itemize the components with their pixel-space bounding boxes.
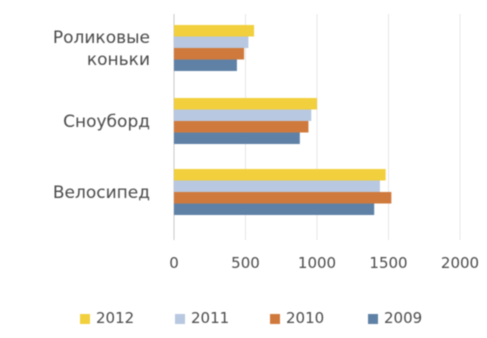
bar-2009-0	[174, 59, 237, 71]
x-tick-label: 2000	[441, 254, 479, 272]
legend-swatch-2009	[368, 314, 378, 324]
category-label: коньки	[87, 50, 150, 70]
bar-2010-1	[174, 121, 309, 133]
legend-label-2012: 2012	[96, 309, 134, 327]
bar-2012-1	[174, 98, 317, 110]
bar-2012-0	[174, 25, 255, 37]
x-tick-label: 500	[231, 254, 260, 272]
legend-swatch-2011	[175, 314, 185, 324]
legend-swatch-2010	[270, 314, 280, 324]
legend: 2012 2011 2010 2009	[80, 309, 422, 327]
x-tick-label: 1000	[298, 254, 336, 272]
category-label: Сноуборд	[63, 112, 150, 132]
x-tick-labels: 0 500 1000 1500 2000	[169, 254, 479, 272]
legend-label-2011: 2011	[191, 309, 229, 327]
category-label: Роликовые	[53, 28, 150, 48]
bars	[174, 25, 392, 215]
bar-2009-1	[174, 132, 300, 144]
legend-swatch-2012	[80, 314, 90, 324]
bar-2012-2	[174, 169, 386, 181]
bar-2009-2	[174, 203, 375, 215]
bar-2011-1	[174, 109, 312, 121]
bar-2011-2	[174, 180, 380, 192]
bar-2011-0	[174, 36, 249, 48]
category-label: Велосипед	[53, 183, 150, 203]
x-tick-label: 0	[169, 254, 179, 272]
x-tick-label: 1500	[369, 254, 407, 272]
bar-2010-0	[174, 48, 245, 60]
legend-label-2010: 2010	[286, 309, 324, 327]
legend-label-2009: 2009	[384, 309, 422, 327]
bar-2010-2	[174, 192, 392, 204]
